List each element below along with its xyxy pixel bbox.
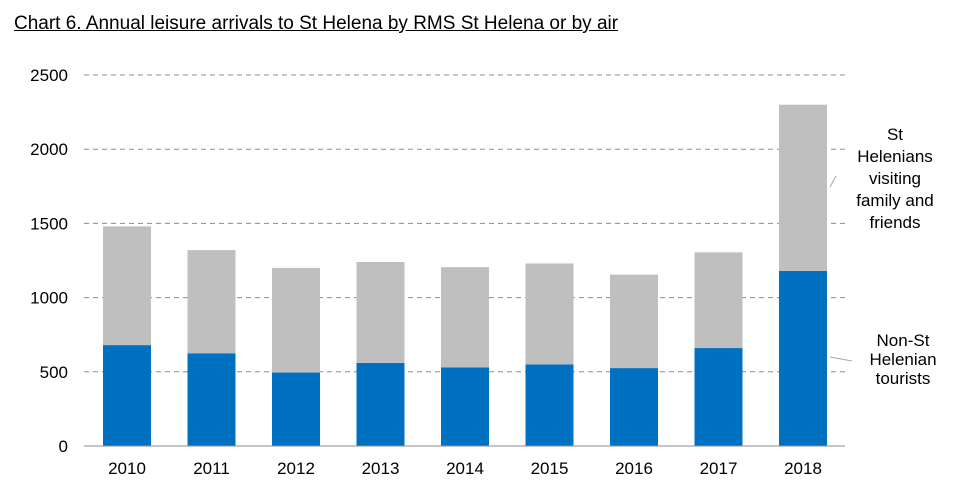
y-tick-label: 500 [40, 363, 68, 382]
bar-segment-st-helenians-visiting [272, 267, 320, 373]
x-tick-label: 2010 [108, 459, 146, 478]
legend-label-st-helenians: friends [869, 213, 920, 232]
legend-label-non-st-helenian: Non-St [877, 331, 930, 350]
x-tick-label: 2013 [362, 459, 400, 478]
bar-segment-st-helenians-visiting [694, 252, 743, 349]
y-tick-label: 2500 [30, 66, 68, 85]
bar-segment-st-helenians-visiting [441, 267, 489, 368]
x-tick-label: 2012 [277, 459, 315, 478]
bar-segment-non-st-helenian-tourists [441, 367, 489, 446]
bar-segment-st-helenians-visiting [187, 250, 236, 354]
bar-segment-st-helenians-visiting [779, 104, 827, 271]
legend-label-st-helenians: Helenians [857, 147, 933, 166]
x-tick-label: 2017 [700, 459, 738, 478]
bar-segment-non-st-helenian-tourists [779, 270, 827, 446]
bar-segment-non-st-helenian-tourists [610, 368, 658, 446]
x-tick-label: 2014 [446, 459, 484, 478]
bar-segment-non-st-helenian-tourists [103, 345, 151, 446]
bar-segment-st-helenians-visiting [525, 263, 574, 365]
bar-segment-st-helenians-visiting [103, 226, 151, 346]
y-tick-label: 0 [59, 437, 68, 456]
x-tick-label: 2016 [615, 459, 653, 478]
bar-segment-st-helenians-visiting [356, 261, 405, 363]
y-tick-label: 1000 [30, 289, 68, 308]
bar-segment-non-st-helenian-tourists [272, 372, 320, 446]
bar-segment-st-helenians-visiting [610, 274, 658, 369]
x-tick-label: 2015 [531, 459, 569, 478]
legend-leader-line [829, 356, 853, 362]
bar-segment-non-st-helenian-tourists [525, 364, 574, 446]
legend-label-st-helenians: visiting [869, 169, 921, 188]
y-tick-label: 2000 [30, 140, 68, 159]
chart-title: Chart 6. Annual leisure arrivals to St H… [14, 13, 619, 34]
legend-label-non-st-helenian: tourists [876, 369, 931, 388]
bar-segment-non-st-helenian-tourists [694, 348, 743, 446]
legend-label-st-helenians: St [887, 125, 903, 144]
legend-label-non-st-helenian: Helenian [869, 350, 936, 369]
x-tick-label: 2018 [784, 459, 822, 478]
x-tick-label: 2011 [193, 459, 230, 478]
bar-segment-non-st-helenian-tourists [187, 353, 236, 446]
y-tick-label: 1500 [30, 214, 68, 233]
legend-label-st-helenians: family and [856, 191, 933, 210]
legend-leader-line [829, 175, 837, 188]
bar-segment-non-st-helenian-tourists [356, 362, 405, 446]
